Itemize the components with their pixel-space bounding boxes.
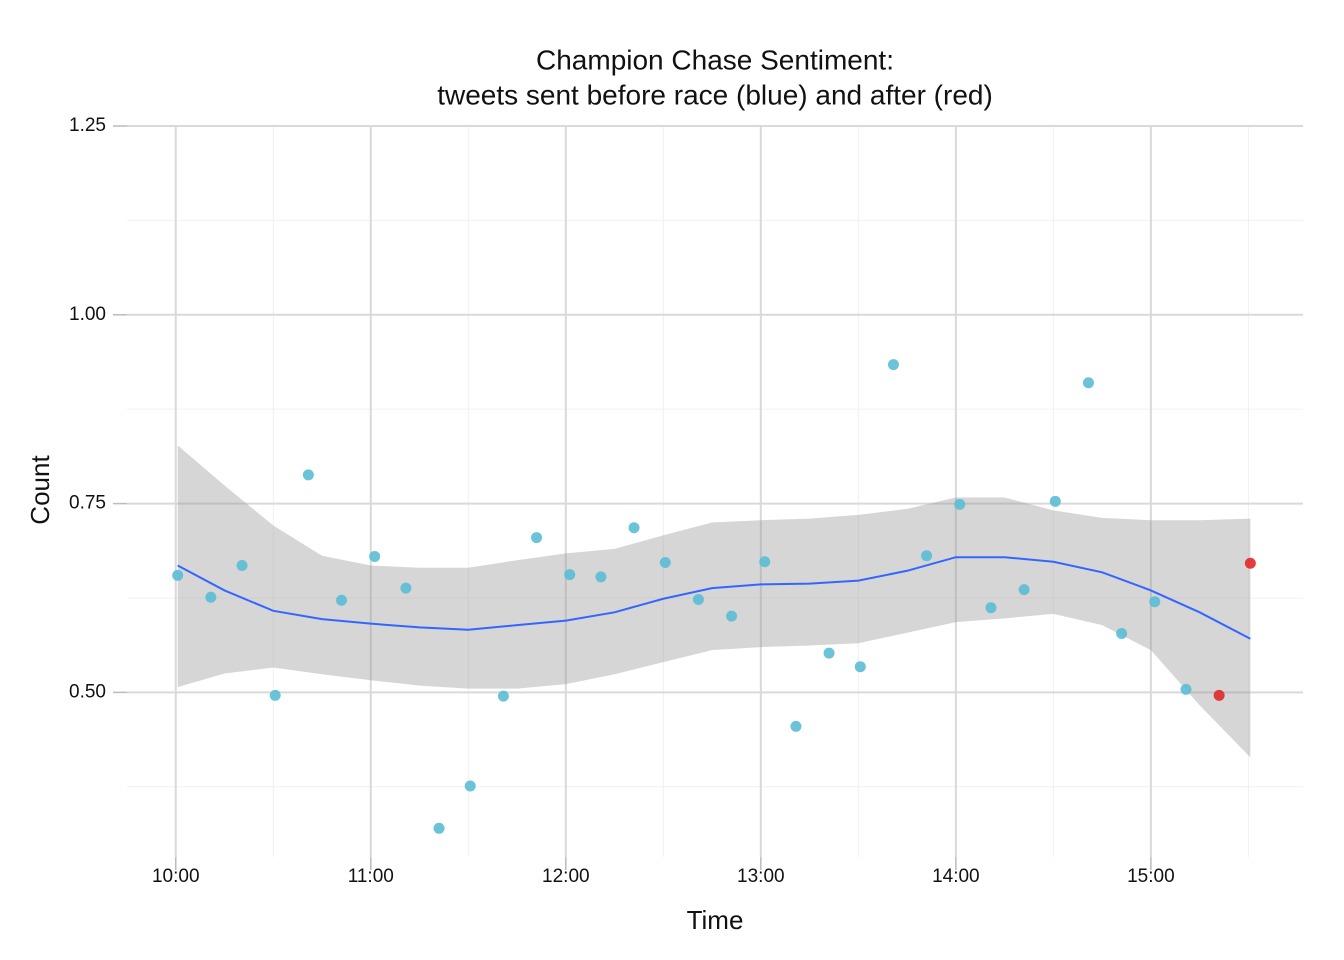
- point: [400, 582, 412, 594]
- point: [269, 689, 281, 701]
- smooth-line: [177, 556, 1251, 640]
- point: [726, 610, 738, 622]
- point: [921, 550, 933, 562]
- chart-title: Champion Chase Sentiment:: [536, 44, 894, 75]
- point: [595, 571, 607, 583]
- y-tick-label: 1.25: [69, 115, 106, 136]
- point: [1244, 557, 1256, 569]
- point: [564, 569, 576, 581]
- y-axis-title: Count: [25, 455, 55, 525]
- point: [985, 602, 997, 614]
- point: [854, 661, 866, 673]
- x-tick-label: 15:00: [1127, 866, 1175, 887]
- x-tick-label: 12:00: [542, 866, 590, 887]
- point: [464, 780, 476, 792]
- point: [954, 498, 966, 510]
- point: [887, 359, 899, 371]
- point: [1018, 584, 1030, 596]
- point: [205, 591, 217, 603]
- point: [790, 720, 802, 732]
- point: [1049, 495, 1061, 507]
- point: [531, 532, 543, 544]
- point: [628, 522, 640, 534]
- x-tick-label: 11:00: [348, 866, 394, 887]
- point: [659, 556, 671, 568]
- point: [1213, 689, 1225, 701]
- point: [236, 560, 248, 572]
- point: [369, 550, 381, 562]
- point: [433, 822, 445, 834]
- chart-subtitle: tweets sent before race (blue) and after…: [437, 79, 993, 110]
- point: [1116, 627, 1128, 639]
- point: [1180, 683, 1192, 695]
- x-axis-title: Time: [687, 905, 744, 935]
- x-tick-label: 13:00: [737, 866, 785, 887]
- confidence-band: [177, 445, 1251, 758]
- y-tick-label: 1.00: [69, 304, 106, 325]
- point: [172, 569, 184, 581]
- y-tick-label: 0.50: [69, 681, 106, 702]
- point: [302, 469, 314, 481]
- point: [1082, 377, 1094, 389]
- point: [692, 593, 704, 605]
- y-tick-label: 0.75: [69, 493, 106, 514]
- point: [497, 690, 509, 702]
- x-tick-label: 10:00: [152, 866, 200, 887]
- point: [823, 647, 835, 659]
- point: [759, 556, 771, 568]
- point: [1149, 596, 1161, 608]
- point: [336, 594, 348, 606]
- x-tick-label: 14:00: [932, 866, 980, 887]
